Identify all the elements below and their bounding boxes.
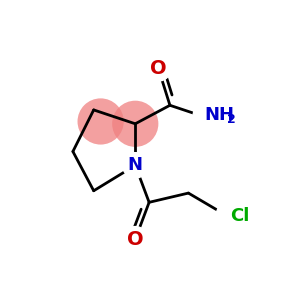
Text: NH: NH (205, 106, 235, 124)
Circle shape (216, 199, 251, 233)
Circle shape (77, 98, 124, 145)
Text: N: N (128, 156, 143, 174)
Text: O: O (150, 59, 167, 78)
Circle shape (112, 101, 158, 147)
Text: O: O (127, 230, 144, 249)
Circle shape (123, 226, 148, 252)
Circle shape (193, 96, 235, 138)
Text: 2: 2 (226, 113, 235, 126)
Circle shape (123, 153, 148, 178)
Circle shape (146, 56, 171, 81)
Text: Cl: Cl (230, 207, 249, 225)
